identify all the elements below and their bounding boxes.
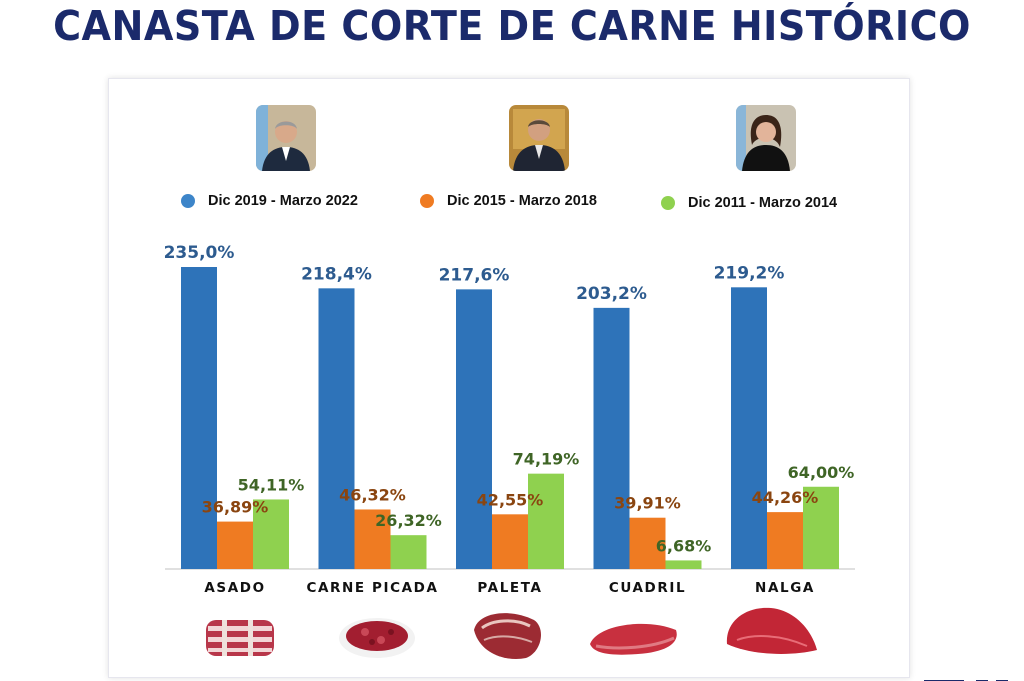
portrait-president-2011-icon bbox=[736, 105, 796, 171]
legend-label-series-2: Dic 2015 - Marzo 2018 bbox=[447, 193, 597, 209]
data-label-cuadril-series-2: 39,91% bbox=[614, 494, 681, 513]
carne-picada-meat-icon bbox=[339, 618, 415, 658]
x-tick-label-paleta: PALETA bbox=[477, 580, 542, 596]
bar-carne-picada-series-1 bbox=[318, 288, 355, 569]
legend-swatch-series-3 bbox=[661, 196, 675, 210]
page-title: CANASTA DE CORTE DE CARNE HISTÓRICO bbox=[53, 2, 971, 50]
legend-swatch-series-1 bbox=[181, 194, 195, 208]
bar-cuadril-series-3 bbox=[665, 560, 702, 569]
bar-asado-series-1 bbox=[181, 267, 217, 569]
portrait-president-2015-icon bbox=[509, 105, 569, 171]
x-tick-label-carne-picada: CARNE PICADA bbox=[306, 580, 438, 596]
legend-item-series-2: Dic 2015 - Marzo 2018 bbox=[420, 189, 597, 213]
x-tick-label-asado: ASADO bbox=[204, 580, 265, 596]
legend-item-series-3: Dic 2011 - Marzo 2014 bbox=[661, 191, 837, 215]
asado-meat-icon bbox=[206, 620, 274, 656]
data-label-asado-series-2: 36,89% bbox=[202, 498, 269, 517]
bar-carne-picada-series-3 bbox=[390, 535, 427, 569]
legend-label-series-3: Dic 2011 - Marzo 2014 bbox=[688, 195, 838, 211]
bar-carne-picada-series-2 bbox=[354, 509, 391, 569]
data-label-asado-series-3: 54,11% bbox=[238, 475, 305, 494]
bar-paleta-series-3 bbox=[528, 473, 564, 569]
data-label-carne-picada-series-1: 218,4% bbox=[301, 264, 372, 284]
bar-nalga-series-3 bbox=[803, 486, 839, 569]
bar-cuadril-series-1 bbox=[593, 307, 630, 569]
data-label-nalga-series-1: 219,2% bbox=[714, 263, 785, 283]
data-label-paleta-series-3: 74,19% bbox=[513, 450, 580, 469]
source-logo-fragment bbox=[924, 673, 1014, 681]
bar-nalga-series-2 bbox=[767, 512, 803, 569]
data-label-carne-picada-series-3: 26,32% bbox=[375, 511, 442, 530]
paleta-meat-icon bbox=[474, 613, 541, 659]
bar-asado-series-2 bbox=[217, 521, 253, 569]
data-label-cuadril-series-3: 6,68% bbox=[656, 536, 712, 555]
bar-nalga-series-1 bbox=[731, 287, 767, 569]
cuadril-meat-icon bbox=[590, 623, 677, 655]
chart-panel bbox=[108, 78, 910, 678]
bar-cuadril-series-2 bbox=[629, 517, 666, 569]
data-label-asado-series-1: 235,0% bbox=[164, 243, 235, 263]
data-label-paleta-series-1: 217,6% bbox=[439, 265, 510, 285]
x-tick-label-nalga: NALGA bbox=[755, 580, 815, 596]
data-label-nalga-series-3: 64,00% bbox=[788, 463, 855, 482]
data-label-paleta-series-2: 42,55% bbox=[477, 490, 544, 509]
bar-asado-series-3 bbox=[253, 499, 289, 569]
data-label-cuadril-series-1: 203,2% bbox=[576, 284, 647, 304]
nalga-meat-icon bbox=[726, 607, 817, 654]
legend-label-series-1: Dic 2019 - Marzo 2022 bbox=[208, 193, 358, 209]
legend-item-series-1: Dic 2019 - Marzo 2022 bbox=[181, 189, 358, 213]
bar-paleta-series-2 bbox=[492, 514, 528, 569]
x-tick-label-cuadril: CUADRIL bbox=[609, 580, 686, 596]
legend-swatch-series-2 bbox=[420, 194, 434, 208]
data-label-carne-picada-series-2: 46,32% bbox=[339, 485, 406, 504]
portrait-president-2019-icon bbox=[256, 105, 316, 171]
bar-paleta-series-1 bbox=[456, 289, 492, 569]
data-label-nalga-series-2: 44,26% bbox=[752, 488, 819, 507]
